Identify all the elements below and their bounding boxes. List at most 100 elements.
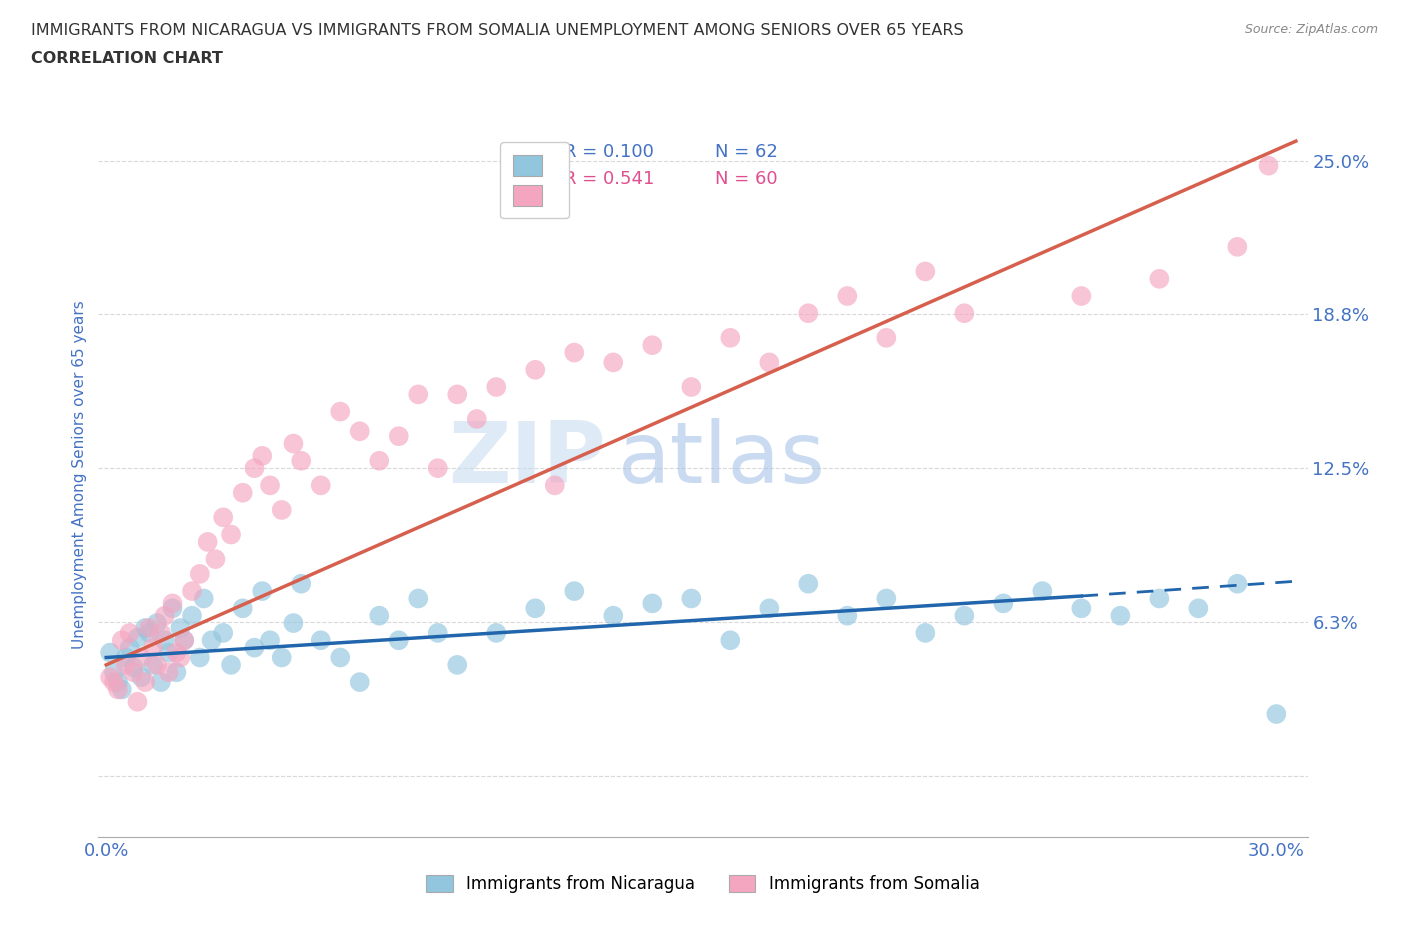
Point xyxy=(153,608,176,623)
Point xyxy=(562,345,585,360)
Point xyxy=(602,608,624,623)
Point xyxy=(1149,272,1171,286)
Point xyxy=(219,527,242,542)
Point xyxy=(524,363,547,378)
Point xyxy=(290,577,312,591)
Point xyxy=(797,577,820,591)
Point xyxy=(641,338,664,352)
Point xyxy=(406,387,429,402)
Point xyxy=(122,665,145,680)
Point xyxy=(290,453,312,468)
Point xyxy=(165,645,187,660)
Point xyxy=(243,460,266,475)
Point xyxy=(602,355,624,370)
Point xyxy=(131,650,153,665)
Point xyxy=(875,330,897,345)
Point xyxy=(173,632,195,647)
Point xyxy=(114,650,136,665)
Point xyxy=(188,566,211,581)
Point xyxy=(138,626,160,641)
Text: CORRELATION CHART: CORRELATION CHART xyxy=(31,51,222,66)
Text: N = 62: N = 62 xyxy=(716,142,778,161)
Point xyxy=(232,485,254,500)
Point xyxy=(1226,239,1249,254)
Point xyxy=(259,478,281,493)
Text: R = 0.100: R = 0.100 xyxy=(564,142,654,161)
Point xyxy=(349,424,371,439)
Point xyxy=(142,658,165,672)
Point xyxy=(146,616,169,631)
Point xyxy=(197,535,219,550)
Text: N = 60: N = 60 xyxy=(716,170,778,188)
Point xyxy=(103,665,125,680)
Point xyxy=(562,584,585,599)
Point xyxy=(107,682,129,697)
Point xyxy=(157,665,180,680)
Point xyxy=(329,405,352,419)
Point xyxy=(188,650,211,665)
Point xyxy=(114,658,136,672)
Point xyxy=(446,387,468,402)
Point xyxy=(212,626,235,641)
Point xyxy=(193,591,215,606)
Point xyxy=(212,510,235,525)
Point xyxy=(1070,601,1092,616)
Point xyxy=(157,645,180,660)
Point xyxy=(388,632,411,647)
Point xyxy=(641,596,664,611)
Point xyxy=(134,674,156,689)
Point xyxy=(406,591,429,606)
Point xyxy=(153,632,176,647)
Point xyxy=(169,650,191,665)
Point xyxy=(283,436,305,451)
Point xyxy=(134,620,156,635)
Point xyxy=(837,608,859,623)
Point xyxy=(681,379,703,394)
Point xyxy=(181,584,204,599)
Point xyxy=(169,620,191,635)
Point xyxy=(259,632,281,647)
Point xyxy=(252,584,274,599)
Point xyxy=(718,330,741,345)
Point xyxy=(993,596,1015,611)
Point xyxy=(524,601,547,616)
Point xyxy=(797,306,820,321)
Point xyxy=(875,591,897,606)
Point xyxy=(426,460,449,475)
Point xyxy=(388,429,411,444)
Point xyxy=(127,631,149,645)
Point xyxy=(111,632,134,647)
Point xyxy=(111,682,134,697)
Point xyxy=(162,601,184,616)
Y-axis label: Unemployment Among Seniors over 65 years: Unemployment Among Seniors over 65 years xyxy=(72,300,87,649)
Point xyxy=(1109,608,1132,623)
Point xyxy=(149,674,172,689)
Point xyxy=(162,596,184,611)
Point xyxy=(485,379,508,394)
Point xyxy=(914,626,936,641)
Point xyxy=(283,616,305,631)
Point xyxy=(914,264,936,279)
Point xyxy=(329,650,352,665)
Point xyxy=(181,608,204,623)
Point xyxy=(465,412,488,427)
Text: ZIP: ZIP xyxy=(449,418,606,501)
Point xyxy=(165,665,187,680)
Point xyxy=(122,660,145,675)
Point xyxy=(270,502,292,517)
Point xyxy=(149,626,172,641)
Point xyxy=(127,695,149,710)
Point xyxy=(232,601,254,616)
Point xyxy=(1226,577,1249,591)
Point xyxy=(953,608,976,623)
Point xyxy=(138,620,160,635)
Point xyxy=(544,478,567,493)
Point xyxy=(173,632,195,647)
Point xyxy=(718,632,741,647)
Point xyxy=(758,355,780,370)
Point xyxy=(426,626,449,641)
Point xyxy=(146,658,169,672)
Point xyxy=(204,551,226,566)
Point xyxy=(118,640,141,655)
Point xyxy=(1265,707,1288,722)
